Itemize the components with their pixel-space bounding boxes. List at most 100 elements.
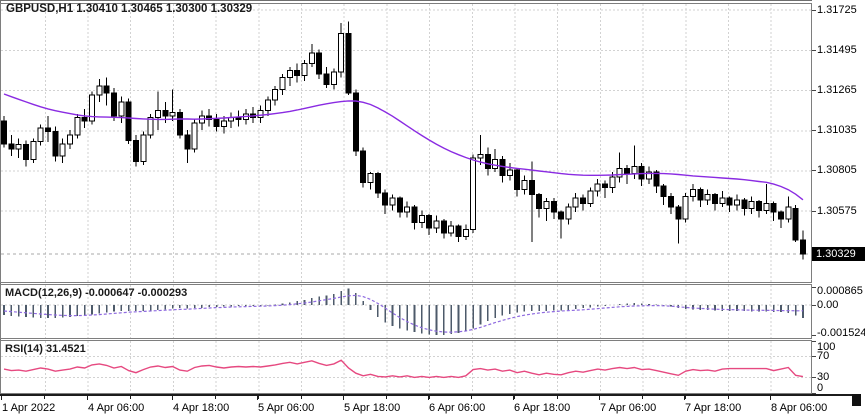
candle bbox=[140, 131, 147, 165]
candle-body bbox=[470, 157, 477, 231]
candle-body bbox=[521, 180, 528, 190]
candle-body bbox=[499, 159, 506, 176]
candle-body bbox=[59, 143, 66, 157]
candle bbox=[426, 213, 433, 235]
candle bbox=[389, 194, 396, 211]
candle bbox=[191, 119, 198, 153]
candle bbox=[382, 189, 389, 214]
price-axis-tick bbox=[812, 9, 816, 11]
macd-axis-tick bbox=[812, 304, 816, 306]
candle-body bbox=[308, 52, 315, 64]
time-axis[interactable]: 1 Apr 2022 4 Apr 06:00 4 Apr 18:00 5 Apr 06… bbox=[0, 394, 865, 419]
candle-body bbox=[631, 166, 638, 175]
candle bbox=[594, 178, 601, 197]
candle bbox=[154, 91, 161, 130]
candle-body bbox=[638, 166, 645, 180]
candle-body bbox=[448, 225, 455, 234]
time-axis-minor-tick bbox=[429, 396, 430, 399]
macd-canvas[interactable] bbox=[1, 285, 811, 338]
candle-body bbox=[755, 201, 762, 211]
rsi-canvas[interactable] bbox=[1, 341, 811, 393]
candle-body bbox=[184, 134, 191, 150]
candle bbox=[440, 219, 447, 239]
candle bbox=[587, 187, 594, 207]
candle-body bbox=[132, 139, 139, 162]
candle bbox=[528, 161, 535, 242]
candle-body bbox=[22, 144, 29, 161]
candle bbox=[360, 147, 367, 188]
rsi-axis-label: 70 bbox=[817, 350, 830, 363]
candle bbox=[22, 140, 29, 167]
rsi-panel: RSI(14) 31.4521 bbox=[0, 340, 812, 394]
candle bbox=[462, 224, 469, 241]
macd-axis-label: -0.001524 bbox=[817, 326, 865, 339]
candle bbox=[770, 201, 777, 221]
candle bbox=[521, 175, 528, 195]
candle bbox=[110, 87, 117, 122]
rsi-line bbox=[3, 359, 804, 379]
candle bbox=[338, 23, 345, 78]
time-axis-tick bbox=[1, 396, 2, 400]
candle-body bbox=[477, 153, 484, 159]
main-chart-panel bbox=[0, 3, 812, 283]
candle bbox=[660, 184, 667, 206]
candle-body bbox=[264, 99, 271, 112]
price-axis[interactable]: 1.31725 1.31495 1.31265 1.31035 1.30805 1.305… bbox=[812, 0, 865, 394]
candle bbox=[543, 198, 550, 221]
candle bbox=[455, 224, 462, 242]
candle-body bbox=[316, 52, 323, 75]
price-axis-tick bbox=[812, 210, 816, 212]
candle-body bbox=[162, 110, 169, 117]
candle-body bbox=[191, 122, 198, 150]
candle-body bbox=[624, 167, 631, 175]
main-chart-canvas[interactable] bbox=[1, 4, 811, 282]
candle bbox=[477, 135, 484, 165]
candle-body bbox=[426, 215, 433, 229]
candle-body bbox=[235, 117, 242, 120]
rsi-axis-tick bbox=[812, 392, 816, 394]
candle bbox=[719, 191, 726, 207]
candles-layer bbox=[1, 21, 806, 260]
candle bbox=[668, 192, 675, 214]
candle-body bbox=[580, 197, 587, 204]
candle-body bbox=[763, 202, 770, 211]
candle-body bbox=[74, 117, 81, 136]
time-axis-label: 1 Apr 2022 bbox=[2, 402, 56, 414]
candle bbox=[734, 194, 740, 211]
candle-body bbox=[257, 110, 264, 119]
price-axis-tick bbox=[812, 170, 816, 172]
candle bbox=[30, 138, 37, 164]
rsi-axis-label: 0 bbox=[817, 381, 824, 394]
time-axis-label: 7 Apr 18:00 bbox=[685, 402, 742, 414]
time-axis-tick bbox=[599, 396, 600, 400]
candle bbox=[103, 77, 110, 106]
candle-body bbox=[352, 92, 359, 152]
macd-axis-label: 0.000865 bbox=[817, 284, 863, 297]
time-axis-label: 5 Apr 18:00 bbox=[344, 402, 401, 414]
candle bbox=[763, 184, 770, 214]
time-axis-label: 5 Apr 06:00 bbox=[258, 402, 315, 414]
candle-body bbox=[103, 85, 110, 94]
candle-body bbox=[594, 183, 601, 192]
candle bbox=[228, 112, 235, 129]
candle-body bbox=[367, 173, 374, 183]
candle-body bbox=[213, 118, 220, 127]
candle bbox=[748, 196, 755, 214]
candle bbox=[1, 115, 7, 148]
candle-body bbox=[374, 173, 381, 194]
candle-body bbox=[528, 180, 535, 196]
candle-body bbox=[653, 171, 660, 187]
axis-corner-marker bbox=[852, 394, 861, 406]
price-axis-tick bbox=[812, 90, 816, 92]
price-axis-label: 1.31265 bbox=[817, 84, 857, 97]
candle-body bbox=[792, 208, 799, 241]
candle bbox=[44, 115, 51, 143]
candle bbox=[484, 147, 491, 176]
candle-body bbox=[660, 185, 667, 197]
candle-body bbox=[506, 169, 513, 176]
candle bbox=[374, 171, 381, 199]
candle-body bbox=[492, 159, 499, 169]
candle bbox=[514, 168, 521, 197]
time-axis-band bbox=[0, 394, 852, 396]
time-axis-minor-tick bbox=[642, 396, 643, 399]
